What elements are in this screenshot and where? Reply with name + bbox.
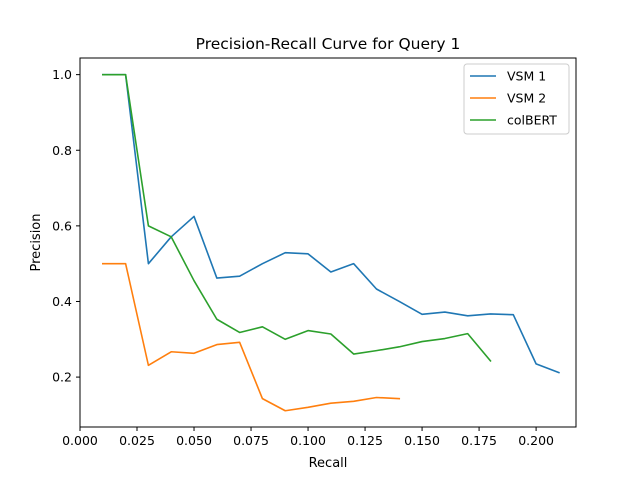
y-tick-label: 0.2 (52, 370, 72, 385)
x-axis: 0.000 0.025 0.050 0.075 0.100 0.125 0.150 0.175… (62, 427, 554, 448)
legend-label: VSM 1 (507, 69, 546, 84)
series-line-vsm-2 (102, 262, 401, 412)
x-tick-label: 0.000 (62, 433, 98, 448)
series-line-colbert (102, 73, 492, 362)
x-tick-label: 0.025 (119, 433, 155, 448)
x-tick-label: 0.125 (347, 433, 383, 448)
y-tick-label: 0.6 (52, 218, 72, 233)
x-tick-label: 0.200 (518, 433, 554, 448)
chart-title: Precision-Recall Curve for Query 1 (196, 35, 461, 53)
y-axis: 0.2 0.4 0.6 0.8 1.0 (52, 67, 80, 385)
series-line-vsm-1 (102, 73, 560, 374)
y-tick-label: 1.0 (52, 67, 72, 82)
legend-label: VSM 2 (507, 91, 546, 106)
y-tick-label: 0.4 (52, 294, 72, 309)
x-tick-label: 0.050 (176, 433, 212, 448)
x-axis-label: Recall (309, 456, 348, 471)
y-tick-label: 0.8 (52, 143, 72, 158)
legend-box (463, 63, 570, 135)
legend: VSM 1 VSM 2 colBERT (463, 63, 570, 135)
y-axis-label: Precision (29, 213, 44, 271)
legend-label: colBERT (507, 113, 557, 128)
x-tick-label: 0.075 (233, 433, 269, 448)
plot-area-frame (79, 57, 577, 428)
series-layer (102, 73, 560, 412)
x-tick-label: 0.100 (290, 433, 326, 448)
x-tick-label: 0.175 (461, 433, 497, 448)
x-tick-label: 0.150 (404, 433, 440, 448)
